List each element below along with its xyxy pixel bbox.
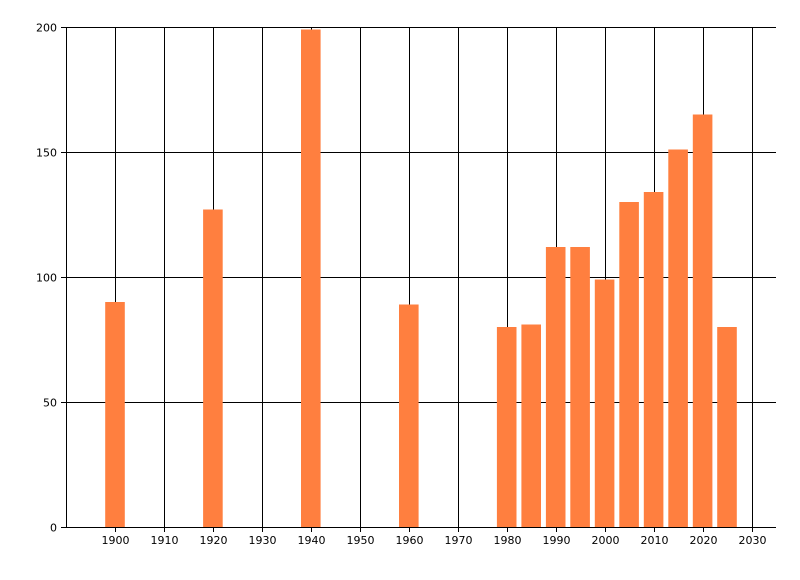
x-tick-label: 2020 bbox=[690, 534, 718, 547]
x-tick-label: 1930 bbox=[249, 534, 277, 547]
x-tick-label: 1920 bbox=[200, 534, 228, 547]
bar-1920 bbox=[203, 209, 223, 527]
x-tick-label: 1950 bbox=[347, 534, 375, 547]
x-tick-label: 2010 bbox=[641, 534, 669, 547]
bar-2020 bbox=[692, 114, 713, 527]
bar-2015 bbox=[668, 149, 688, 527]
bar-2005 bbox=[619, 202, 639, 527]
x-tick-label: 1940 bbox=[298, 534, 326, 547]
bar-2010 bbox=[643, 192, 664, 527]
bar-2025 bbox=[717, 327, 737, 527]
tick-labels: 1900 1910 1920 1930 1940 1950 1960 1970 1980 1990… bbox=[36, 22, 767, 548]
y-tick-label: 150 bbox=[36, 147, 57, 160]
bar-1960 bbox=[399, 304, 419, 527]
x-tick-label: 1910 bbox=[151, 534, 179, 547]
x-tick-label: 1980 bbox=[494, 534, 522, 547]
bar-1900 bbox=[105, 302, 125, 527]
x-tick-label: 2000 bbox=[592, 534, 620, 547]
y-tick-label: 50 bbox=[43, 397, 57, 410]
y-tick-label: 100 bbox=[36, 272, 57, 285]
bars bbox=[105, 29, 737, 527]
axes bbox=[66, 27, 776, 528]
bar-1985 bbox=[521, 324, 541, 527]
bar-1980 bbox=[496, 327, 517, 527]
bar-1990 bbox=[545, 247, 566, 527]
x-tick-label: 1900 bbox=[102, 534, 130, 547]
x-tick-label: 1960 bbox=[396, 534, 424, 547]
bar-1940 bbox=[301, 29, 321, 527]
bar-1995 bbox=[570, 247, 590, 527]
bar-2000 bbox=[594, 279, 615, 527]
x-tick-label: 2030 bbox=[739, 534, 767, 547]
y-tick-label: 200 bbox=[36, 22, 57, 35]
x-tick-label: 1970 bbox=[445, 534, 473, 547]
x-tick-label: 1990 bbox=[543, 534, 571, 547]
y-tick-label: 0 bbox=[50, 522, 57, 535]
